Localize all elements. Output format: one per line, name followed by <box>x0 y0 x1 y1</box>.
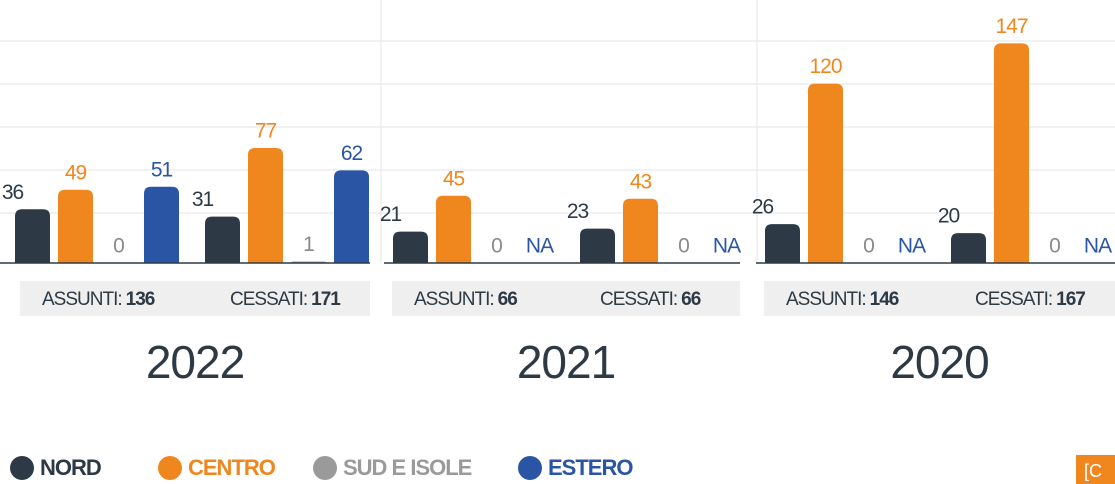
group-name: CESSATI: <box>975 289 1052 310</box>
group-name: CESSATI: <box>230 289 307 310</box>
bar <box>58 189 93 263</box>
group-total: 146 <box>870 289 899 310</box>
group-label: ASSUNTI: 146 <box>786 289 899 310</box>
legend-swatch <box>158 456 182 480</box>
bar <box>205 216 240 263</box>
value-label: 23 <box>567 200 589 223</box>
group-label-box <box>392 281 740 316</box>
value-label: 51 <box>151 158 173 181</box>
group-name: ASSUNTI: <box>414 289 494 310</box>
value-label: 26 <box>752 196 774 219</box>
legend-swatch <box>518 456 542 480</box>
group-total: 66 <box>681 289 701 310</box>
bar <box>248 147 283 263</box>
value-label: 77 <box>255 119 277 142</box>
legend-label: ESTERO <box>548 455 633 480</box>
panel-title: 2021 <box>517 336 615 388</box>
bar <box>580 228 615 263</box>
corner-box <box>1076 455 1115 484</box>
value-label: 43 <box>630 170 652 193</box>
group-label-box <box>20 281 370 316</box>
group-label: CESSATI: 171 <box>230 289 341 310</box>
value-label: 0 <box>1049 235 1060 258</box>
bar <box>393 231 428 263</box>
bar <box>15 209 50 263</box>
group-total: 167 <box>1056 289 1085 310</box>
legend-label: SUD E ISOLE <box>343 455 472 480</box>
bar <box>623 198 658 263</box>
panel-title: 2020 <box>890 336 988 388</box>
value-label: NA <box>1084 235 1112 258</box>
bar <box>765 224 800 263</box>
group-name: CESSATI: <box>600 289 677 310</box>
value-label: 21 <box>380 203 402 226</box>
value-label: NA <box>713 235 741 258</box>
panel-title: 2022 <box>146 336 244 388</box>
legend-swatch <box>10 456 34 480</box>
value-label: 147 <box>995 15 1027 38</box>
value-label: 120 <box>809 55 841 78</box>
bar <box>436 195 471 263</box>
bar <box>808 83 843 263</box>
group-label: CESSATI: 167 <box>975 289 1085 310</box>
legend-label: NORD <box>40 455 101 480</box>
value-label: 0 <box>491 235 502 258</box>
value-label: 36 <box>2 181 24 204</box>
value-label: 45 <box>443 167 465 190</box>
group-label-box <box>764 281 1115 316</box>
group-total: 66 <box>498 289 518 310</box>
value-label: 1 <box>303 233 314 256</box>
value-label: 62 <box>341 142 363 165</box>
group-total: 136 <box>126 289 155 310</box>
value-label: 0 <box>113 235 124 258</box>
corner-label: [C <box>1084 461 1102 481</box>
value-label: 31 <box>192 188 214 211</box>
decorative-grid <box>0 0 1115 263</box>
value-label: NA <box>526 235 554 258</box>
group-name: ASSUNTI: <box>786 289 866 310</box>
bar <box>334 170 369 263</box>
group-name: ASSUNTI: <box>42 289 122 310</box>
bar <box>144 186 179 263</box>
group-label: ASSUNTI: 66 <box>414 289 517 310</box>
group-label: CESSATI: 66 <box>600 289 701 310</box>
value-label: 49 <box>65 161 87 184</box>
group-total: 171 <box>311 289 341 310</box>
value-label: 20 <box>938 205 960 228</box>
value-label: 0 <box>678 235 689 258</box>
legend-label: CENTRO <box>188 455 276 480</box>
value-label: 0 <box>863 235 874 258</box>
value-label: NA <box>898 235 926 258</box>
group-label: ASSUNTI: 136 <box>42 289 155 310</box>
bar <box>951 233 986 263</box>
legend-swatch <box>313 456 337 480</box>
bar <box>994 43 1029 263</box>
